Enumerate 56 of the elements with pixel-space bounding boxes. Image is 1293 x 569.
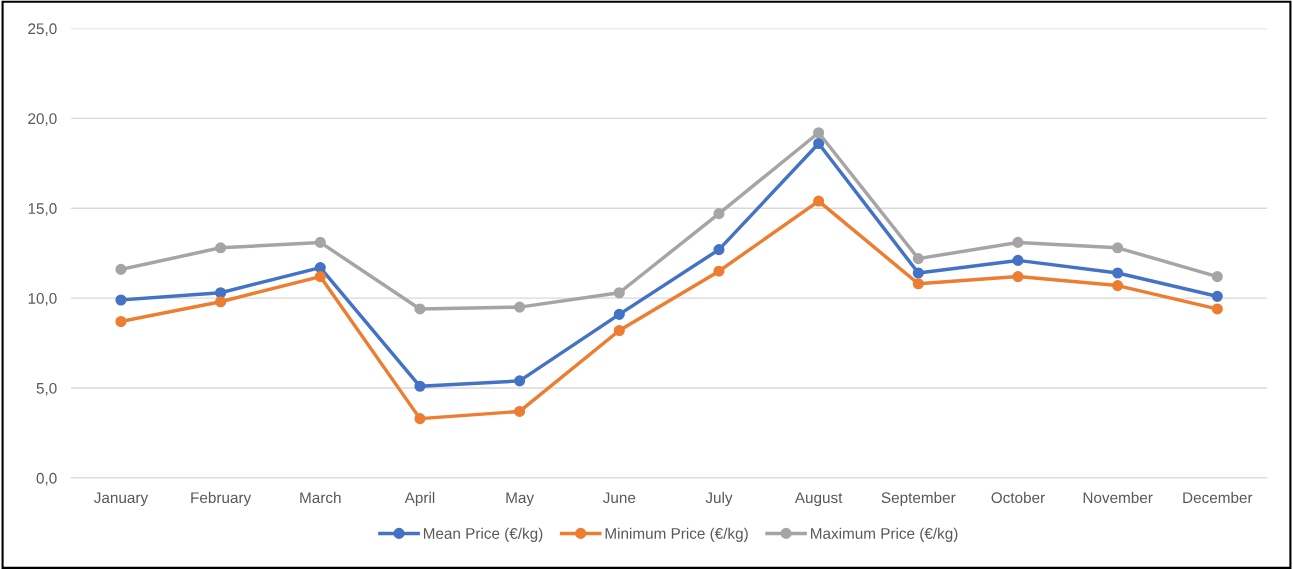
x-tick-label: March [300, 491, 341, 504]
x-tick-label: July [705, 491, 733, 507]
point [514, 375, 526, 387]
point [713, 208, 725, 220]
point [215, 287, 227, 299]
point [215, 242, 227, 254]
x-tick-label: October [991, 491, 1045, 504]
x-tick-label: December [1183, 491, 1253, 504]
point [514, 405, 526, 417]
point [912, 253, 924, 265]
point [414, 303, 426, 315]
point [713, 244, 725, 256]
point [613, 324, 625, 337]
x-tick-label: February [191, 491, 252, 507]
point [314, 271, 326, 283]
x-tick-label: April [404, 491, 435, 507]
point [813, 127, 825, 139]
point [115, 294, 127, 306]
point [1012, 254, 1024, 266]
legend-label: Mean Price (€/kg) [423, 527, 543, 542]
point [215, 296, 227, 308]
point [912, 278, 924, 290]
x-tick-label: August [794, 492, 843, 507]
point [713, 265, 725, 277]
y-tick-label: 0,0 [36, 472, 57, 486]
point [115, 263, 127, 275]
point [414, 380, 426, 392]
y-tick-label: 25,0 [28, 23, 57, 36]
point [1012, 271, 1024, 283]
point [1112, 280, 1124, 292]
x-tick-label: January [94, 492, 149, 507]
legend-label: Maximum Price (€/kg) [811, 527, 958, 542]
x-tick-label: June [602, 492, 636, 504]
point [314, 236, 326, 248]
y-tick-label: 20,0 [28, 113, 57, 126]
legend-label: Minimum Price (€/kg) [605, 527, 748, 542]
point [813, 195, 825, 207]
point [1012, 236, 1024, 248]
point [1211, 271, 1223, 283]
point [115, 315, 127, 328]
x-tick-label: November [1083, 491, 1153, 504]
point [1211, 290, 1223, 302]
point [813, 137, 825, 150]
point [1112, 242, 1124, 254]
y-tick-label: 5,0 [36, 382, 57, 396]
y-tick-label: 15,0 [28, 203, 57, 216]
point [414, 413, 426, 425]
point [514, 301, 526, 313]
point [1112, 267, 1124, 279]
x-tick-label: September [881, 491, 956, 507]
x-tick-label: May [506, 492, 535, 507]
y-tick-label: 10,0 [28, 293, 57, 306]
point [912, 267, 924, 279]
point [1211, 303, 1223, 315]
point [613, 287, 625, 299]
point [613, 308, 625, 320]
